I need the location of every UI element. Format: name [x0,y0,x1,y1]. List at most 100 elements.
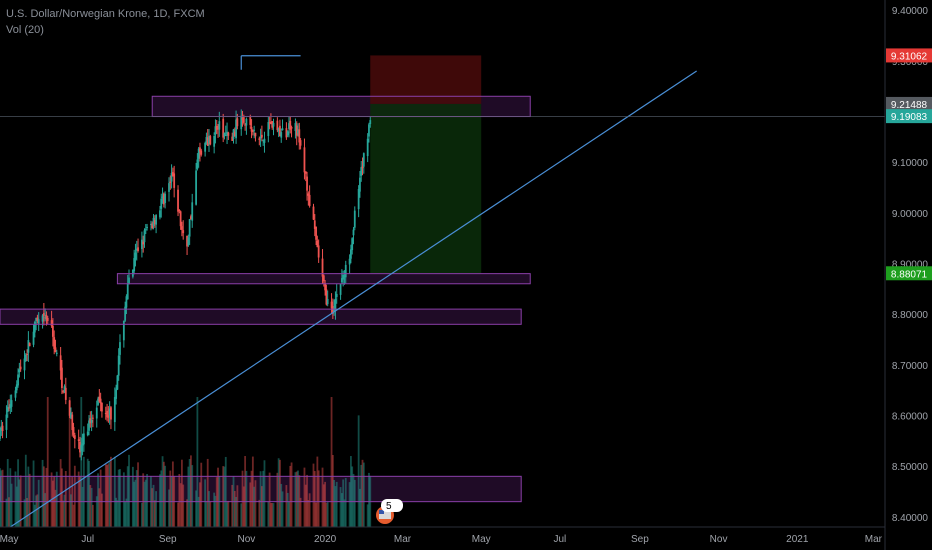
candle[interactable] [308,194,311,207]
candle[interactable] [19,366,22,370]
candle[interactable] [289,120,292,130]
candle[interactable] [224,135,227,137]
candle[interactable] [77,439,80,442]
candle[interactable] [251,129,254,132]
candle[interactable] [231,136,234,141]
take-profit-area[interactable] [370,103,482,274]
candle[interactable] [0,427,3,431]
candle[interactable] [63,386,66,392]
candle[interactable] [151,223,154,229]
candle[interactable] [232,129,235,140]
candle[interactable] [124,306,127,321]
candle[interactable] [152,217,155,226]
candle[interactable] [366,138,369,157]
candle[interactable] [215,125,218,130]
candle[interactable] [208,135,210,144]
candle[interactable] [187,237,190,246]
candle[interactable] [117,355,120,376]
candle[interactable] [90,419,93,423]
candle[interactable] [144,229,147,231]
candle[interactable] [113,397,116,423]
candle[interactable] [71,414,74,431]
candle[interactable] [108,408,111,416]
candle[interactable] [218,121,221,130]
candle[interactable] [89,418,92,424]
candle[interactable] [288,123,290,129]
candle[interactable] [240,115,243,130]
candle[interactable] [155,215,158,225]
candle[interactable] [214,126,217,135]
candle[interactable] [33,321,36,333]
candle[interactable] [141,239,143,250]
candle[interactable] [55,352,58,354]
candle[interactable] [95,407,98,419]
candle[interactable] [285,128,288,138]
candle[interactable] [72,427,75,435]
candle[interactable] [104,412,107,414]
candle[interactable] [73,435,76,439]
candle[interactable] [223,132,226,137]
candle[interactable] [279,125,281,137]
candle[interactable] [213,135,216,147]
candle[interactable] [153,220,156,225]
candle[interactable] [357,189,360,210]
candle[interactable] [173,173,176,188]
candle[interactable] [343,275,346,278]
candle[interactable] [350,249,352,259]
candle[interactable] [137,247,139,251]
candle[interactable] [54,347,57,353]
candle[interactable] [37,319,40,324]
candle[interactable] [322,275,325,282]
candle[interactable] [260,134,263,138]
candle[interactable] [199,147,201,152]
candle[interactable] [303,147,306,173]
candle[interactable] [168,183,170,192]
candle[interactable] [235,119,237,139]
candle[interactable] [27,340,30,353]
candle[interactable] [262,139,265,141]
candle[interactable] [299,140,302,146]
zone-outline[interactable] [0,475,522,503]
candle[interactable] [258,138,261,140]
candle[interactable] [233,131,236,137]
candle[interactable] [304,171,307,174]
candle[interactable] [171,172,174,177]
candle[interactable] [1,425,4,432]
candle[interactable] [5,414,8,430]
candle[interactable] [353,210,356,228]
candle[interactable] [28,343,31,347]
candle[interactable] [348,258,351,265]
candle[interactable] [23,358,26,371]
time-axis[interactable]: May Jul Sep Nov 2020 Mar May Jul Sep Nov 2021 Mar [0,526,885,545]
candle[interactable] [170,172,173,182]
candle[interactable] [249,116,252,125]
candle[interactable] [281,128,284,131]
candle[interactable] [241,118,244,120]
candle[interactable] [280,132,283,138]
candle[interactable] [44,317,47,319]
candle[interactable] [352,229,355,236]
candle[interactable] [312,206,315,220]
candle[interactable] [97,398,99,405]
candle[interactable] [272,122,275,127]
candle[interactable] [62,390,65,393]
candle[interactable] [53,337,56,349]
candle[interactable] [91,417,94,419]
candle[interactable] [178,209,181,211]
candle[interactable] [334,298,337,311]
candle[interactable] [342,274,345,280]
candle[interactable] [186,235,188,247]
candle[interactable] [368,124,370,137]
candle[interactable] [340,278,343,283]
candle[interactable] [32,331,35,345]
candle[interactable] [80,445,83,452]
candle[interactable] [254,132,257,137]
candle[interactable] [51,325,54,337]
candle[interactable] [190,216,192,220]
candle[interactable] [143,230,146,243]
candle[interactable] [206,137,209,146]
candle[interactable] [135,248,138,251]
candle[interactable] [88,420,90,431]
candle[interactable] [68,400,71,416]
